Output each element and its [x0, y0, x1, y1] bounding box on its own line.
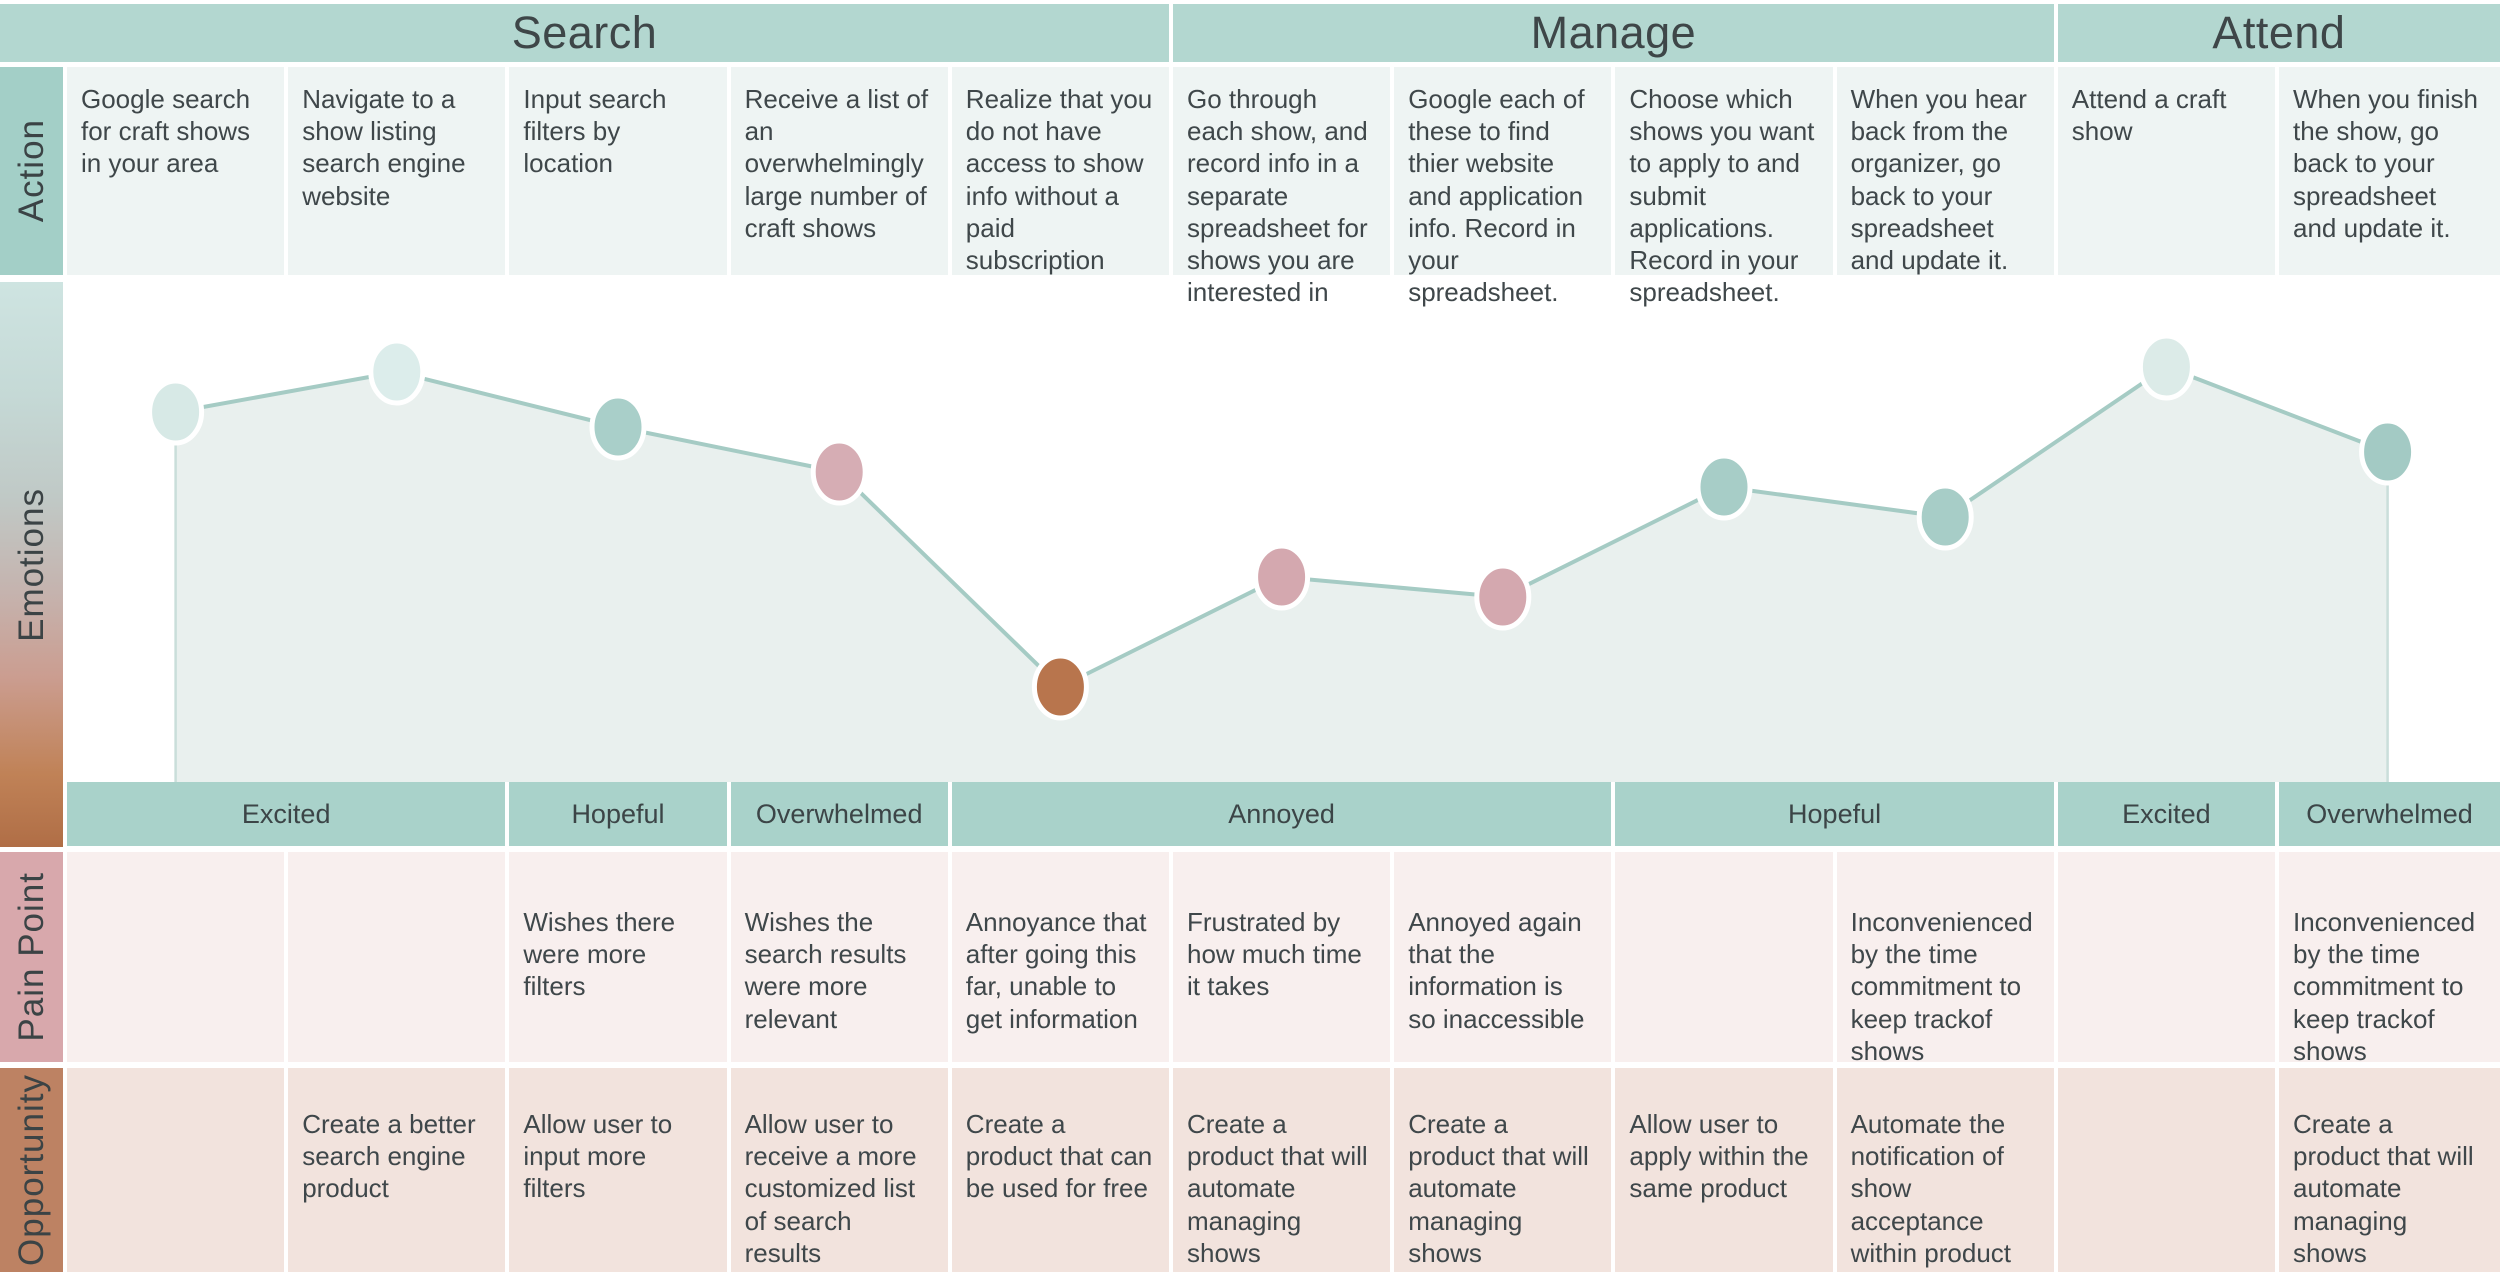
- row-label-emotions: Emotions: [0, 282, 63, 847]
- emotion-area-fill: [175, 367, 2388, 782]
- emotion-dot-11-overwhelmed: [2359, 418, 2417, 486]
- opportunity-cell-7: Create a product that will automate mana…: [1394, 1068, 1612, 1272]
- pain-point-cell-10: [2057, 852, 2275, 1062]
- opportunity-cell-8: Allow user to apply within the same prod…: [1615, 1068, 1833, 1272]
- opportunity-cell-1: [67, 1068, 285, 1272]
- action-cell-5: Realize that you do not have access to s…: [951, 67, 1169, 275]
- emotion-band-annoyed: Annoyed: [951, 782, 1612, 846]
- action-cell-4: Receive a list of an overwhelmingly larg…: [730, 67, 948, 275]
- opportunity-cell-2: Create a better search engine product: [288, 1068, 506, 1272]
- emotion-dot-10-excited: [2137, 333, 2195, 401]
- pain-point-row-label: Pain Point: [11, 872, 51, 1042]
- action-cell-1: Google search for craft shows in your ar…: [67, 67, 285, 275]
- phase-header-manage: Manage: [1173, 4, 2054, 62]
- opportunity-cell-9: Automate the notification of show accept…: [1836, 1068, 2054, 1272]
- emotion-band-excited: Excited: [2057, 782, 2275, 846]
- emotion-band-hopeful: Hopeful: [1615, 782, 2054, 846]
- opportunity-cell-3: Allow user to input more filters: [509, 1068, 727, 1272]
- row-label-action: Action: [0, 67, 63, 275]
- emotion-line-chart: [147, 333, 2417, 782]
- emotion-band-excited: Excited: [67, 782, 506, 846]
- emotion-dot-9-hopeful: [1916, 483, 1974, 551]
- emotion-band-overwhelmed: Overwhelmed: [730, 782, 948, 846]
- opportunity-row-label: Opportunity: [11, 1074, 51, 1266]
- phase-header-attend: Attend: [2057, 4, 2500, 62]
- emotion-band-overwhelmed: Overwhelmed: [2279, 782, 2500, 846]
- action-cell-6: Go through each show, and record info in…: [1173, 67, 1391, 307]
- opportunity-cell-11: Create a product that will automate mana…: [2279, 1068, 2500, 1272]
- emotion-dot-4-overwhelmed: [810, 438, 868, 506]
- action-cell-7: Google each of these to find thier websi…: [1394, 67, 1612, 307]
- opportunity-cell-5: Create a product that can be used for fr…: [951, 1068, 1169, 1272]
- pain-point-cell-4: Wishes the search results were more rele…: [730, 852, 948, 1062]
- emotion-dot-8-hopeful: [1695, 453, 1753, 521]
- action-cell-2: Navigate to a show listing search engine…: [288, 67, 506, 275]
- opportunity-cell-10: [2057, 1068, 2275, 1272]
- action-cell-10: Attend a craft show: [2057, 67, 2275, 275]
- action-cell-8: Choose which shows you want to apply to …: [1615, 67, 1833, 307]
- emotion-dot-6-annoyed: [1253, 543, 1311, 611]
- row-label-opportunity: Opportunity: [0, 1068, 63, 1272]
- pain-point-cell-3: Wishes there were more filters: [509, 852, 727, 1062]
- pain-point-cell-1: [67, 852, 285, 1062]
- emotion-dot-1-excited: [147, 378, 205, 446]
- emotion-dot-7-annoyed: [1474, 563, 1532, 631]
- pain-point-cell-11: Inconvenienced by the time commitment to…: [2279, 852, 2500, 1066]
- phase-header-search: Search: [0, 4, 1169, 62]
- action-cell-11: When you finish the show, go back to you…: [2279, 67, 2500, 275]
- action-cell-9: When you hear back from the organizer, g…: [1836, 67, 2054, 275]
- pain-point-cell-8: [1615, 852, 1833, 1062]
- pain-point-cell-2: [288, 852, 506, 1062]
- opportunity-cell-6: Create a product that will automate mana…: [1173, 1068, 1391, 1272]
- opportunity-cell-4: Allow user to receive a more customized …: [730, 1068, 948, 1272]
- action-cell-3: Input search filters by location: [509, 67, 727, 275]
- row-label-pain-point: Pain Point: [0, 852, 63, 1062]
- pain-point-cell-6: Frustrated by how much time it takes: [1173, 852, 1391, 1062]
- action-row-label: Action: [11, 119, 51, 223]
- emotion-dot-3-hopeful: [589, 393, 647, 461]
- emotion-dot-2-excited: [368, 338, 426, 406]
- pain-point-cell-9: Inconvenienced by the time commitment to…: [1836, 852, 2054, 1066]
- emotions-row-label: Emotions: [11, 487, 51, 642]
- emotion-dot-5-annoyed: [1031, 653, 1089, 721]
- pain-point-cell-7: Annoyed again that the information is so…: [1394, 852, 1612, 1062]
- emotion-band-hopeful: Hopeful: [509, 782, 727, 846]
- pain-point-cell-5: Annoyance that after going this far, una…: [951, 852, 1169, 1062]
